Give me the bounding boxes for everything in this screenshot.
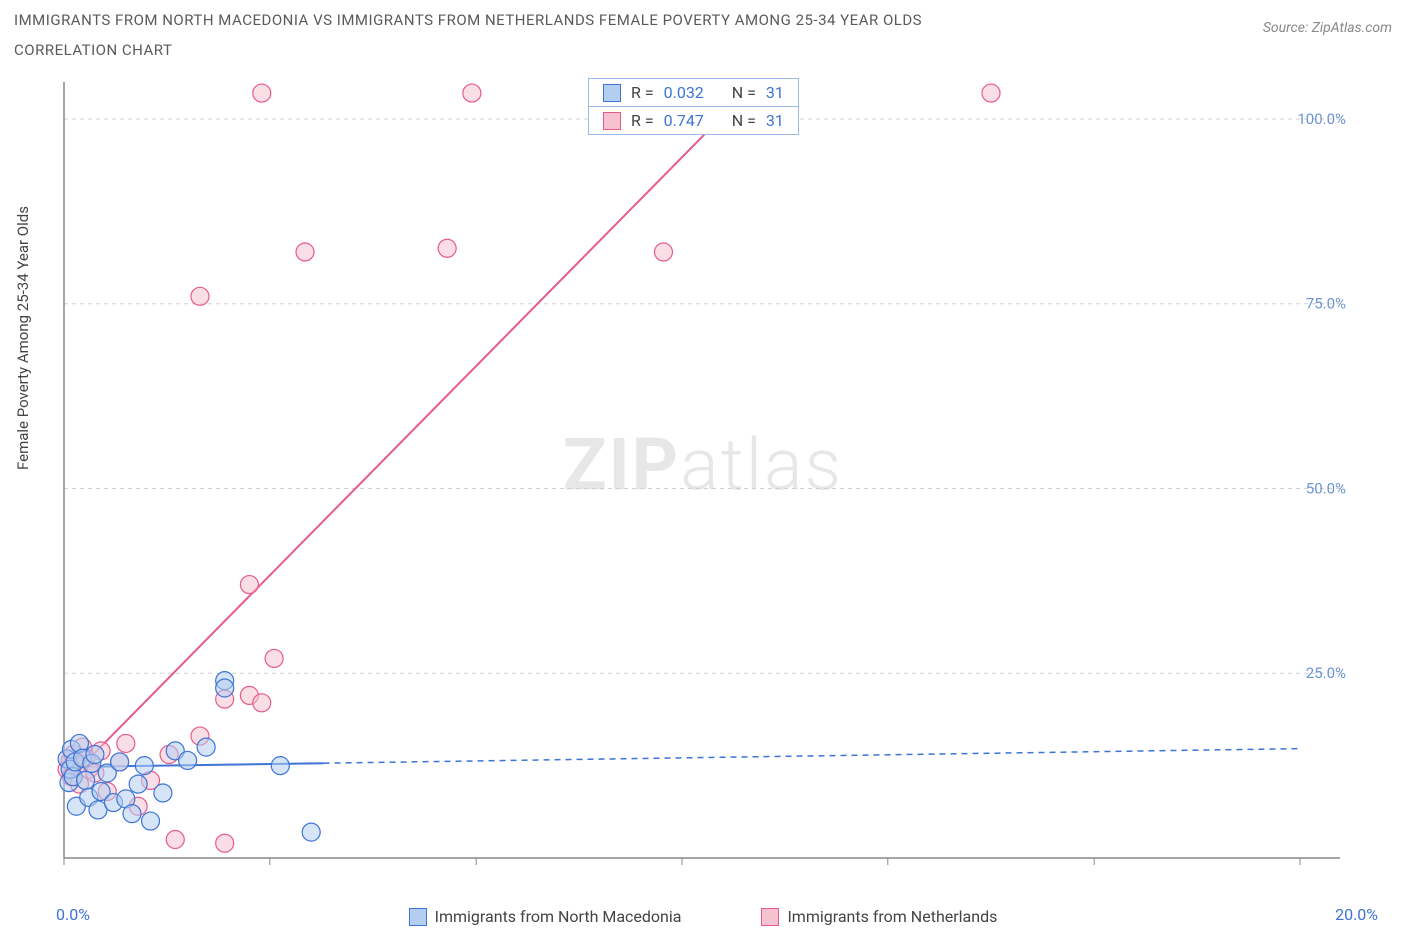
source-prefix: Source: <box>1263 20 1312 36</box>
legend-label-1: Immigrants from North Macedonia <box>435 907 682 926</box>
svg-text:50.0%: 50.0% <box>1306 479 1346 497</box>
chart-title-line2: CORRELATION CHART <box>14 38 922 62</box>
legend-item-2: Immigrants from Netherlands <box>761 907 997 926</box>
n-value-series1: 31 <box>766 83 784 102</box>
swatch-series1 <box>603 84 621 102</box>
bottom-legend: Immigrants from North Macedonia Immigran… <box>0 907 1406 926</box>
chart-title-line1: IMMIGRANTS FROM NORTH MACEDONIA VS IMMIG… <box>14 8 922 32</box>
chart-header: IMMIGRANTS FROM NORTH MACEDONIA VS IMMIG… <box>14 8 1392 62</box>
r-value-series2: 0.747 <box>664 111 704 130</box>
stats-row-series2: R = 0.747 N = 31 <box>589 106 798 134</box>
n-label: N = <box>732 111 756 130</box>
swatch-series2 <box>603 112 621 130</box>
svg-text:75.0%: 75.0% <box>1306 295 1346 313</box>
svg-text:25.0%: 25.0% <box>1306 664 1346 682</box>
scatter-plot: 25.0% 50.0% 75.0% 100.0% <box>50 74 1346 874</box>
legend-label-2: Immigrants from Netherlands <box>787 907 997 926</box>
legend-swatch-1 <box>409 908 427 926</box>
r-label: R = <box>631 83 654 102</box>
source-attribution: Source: ZipAtlas.com <box>1263 20 1392 36</box>
title-block: IMMIGRANTS FROM NORTH MACEDONIA VS IMMIG… <box>14 8 922 62</box>
n-value-series2: 31 <box>766 111 784 130</box>
y-axis-title: Female Poverty Among 25-34 Year Olds <box>14 206 32 470</box>
svg-text:100.0%: 100.0% <box>1297 110 1346 128</box>
n-label: N = <box>732 83 756 102</box>
source-name: ZipAtlas.com <box>1312 20 1392 36</box>
legend-item-1: Immigrants from North Macedonia <box>409 907 682 926</box>
correlation-stats-box: R = 0.032 N = 31 R = 0.747 N = 31 <box>588 78 799 135</box>
stats-row-series1: R = 0.032 N = 31 <box>589 79 798 106</box>
r-value-series1: 0.032 <box>664 83 704 102</box>
r-label: R = <box>631 111 654 130</box>
chart-svg: 25.0% 50.0% 75.0% 100.0% <box>50 74 1346 874</box>
legend-swatch-2 <box>761 908 779 926</box>
